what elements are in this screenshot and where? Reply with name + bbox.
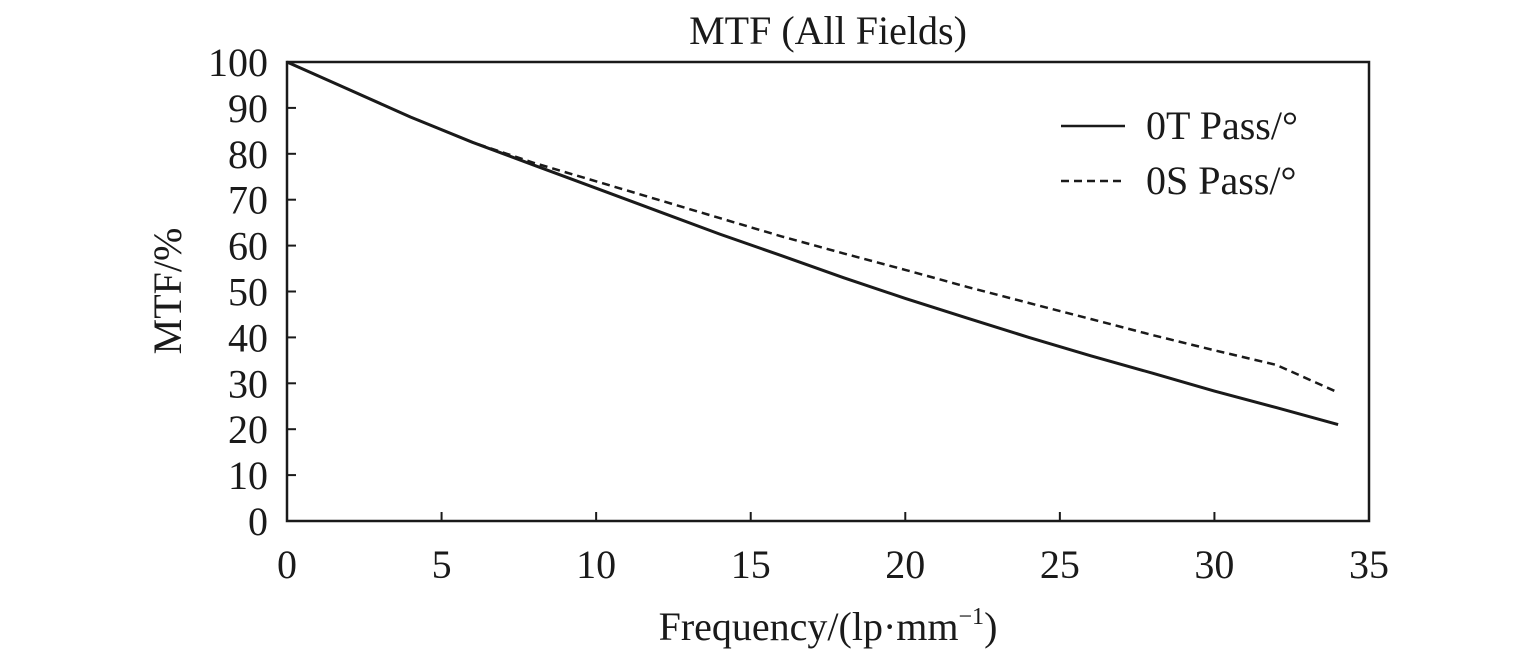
x-tick-label: 25 — [1040, 542, 1080, 587]
y-tick-label: 10 — [228, 453, 268, 498]
legend-label: 0S Pass/° — [1146, 158, 1297, 203]
x-tick-label: 5 — [432, 542, 452, 587]
y-tick-label: 80 — [228, 132, 268, 177]
y-tick-label: 60 — [228, 224, 268, 269]
y-tick-label: 70 — [228, 178, 268, 223]
y-tick-label: 90 — [228, 86, 268, 131]
x-axis-label: Frequency/(lp·mm−1) — [659, 604, 998, 649]
x-axis-ticks: 0 5 10 15 20 25 30 35 — [277, 512, 1389, 587]
y-tick-label: 30 — [228, 361, 268, 406]
legend-label: 0T Pass/° — [1146, 103, 1298, 148]
x-tick-label: 10 — [576, 542, 616, 587]
y-tick-label: 20 — [228, 407, 268, 452]
legend: 0T Pass/° 0S Pass/° — [1061, 103, 1298, 203]
y-tick-label: 0 — [248, 499, 268, 544]
y-tick-label: 50 — [228, 270, 268, 315]
chart-title: MTF (All Fields) — [689, 8, 967, 53]
x-tick-label: 0 — [277, 542, 297, 587]
x-tick-label: 15 — [731, 542, 771, 587]
x-tick-label: 20 — [885, 542, 925, 587]
series-layer — [286, 60, 1339, 427]
x-tick-label: 35 — [1349, 542, 1389, 587]
y-axis-label: MTF/% — [145, 228, 190, 355]
series-line-0t — [286, 60, 1339, 427]
y-tick-label: 100 — [208, 40, 268, 85]
y-tick-label: 40 — [228, 315, 268, 360]
x-tick-label: 30 — [1194, 542, 1234, 587]
